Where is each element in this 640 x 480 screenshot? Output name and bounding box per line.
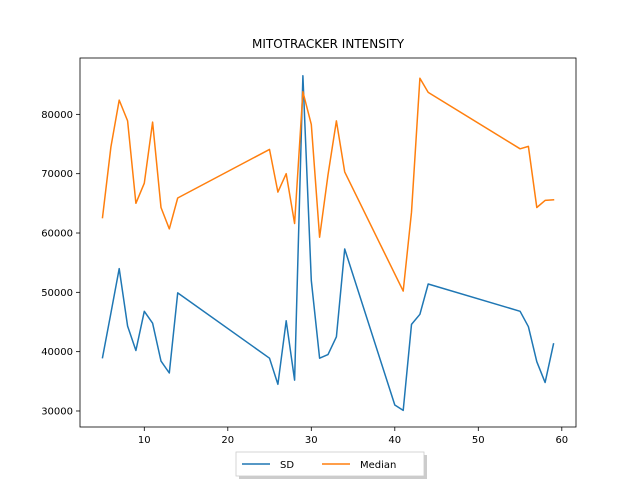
y-tick-label: 80000	[41, 110, 73, 121]
legend-label-sd: SD	[280, 460, 294, 471]
series-line-sd	[101, 75, 555, 412]
y-axis: 30000 40000 50000 60000 70000 80000	[41, 110, 80, 417]
chart-title: MITOTRACKER INTENSITY	[252, 37, 405, 51]
legend: SD Median	[235, 451, 427, 479]
y-tick-label: 60000	[41, 229, 73, 240]
y-tick-label: 50000	[41, 288, 73, 299]
legend-label-median: Median	[360, 460, 396, 471]
x-tick-label: 50	[472, 435, 485, 446]
series-line-median	[101, 77, 555, 292]
y-tick-label: 40000	[41, 347, 73, 358]
plot-lines	[101, 75, 555, 412]
x-axis: 10 20 30 40 50 60	[138, 427, 568, 446]
x-tick-label: 20	[221, 435, 234, 446]
y-tick-label: 30000	[41, 406, 73, 417]
plot-frame	[79, 57, 577, 428]
x-tick-label: 30	[305, 435, 318, 446]
y-tick-label: 70000	[41, 169, 73, 180]
x-tick-label: 10	[138, 435, 151, 446]
x-tick-label: 60	[555, 435, 568, 446]
x-tick-label: 40	[388, 435, 401, 446]
